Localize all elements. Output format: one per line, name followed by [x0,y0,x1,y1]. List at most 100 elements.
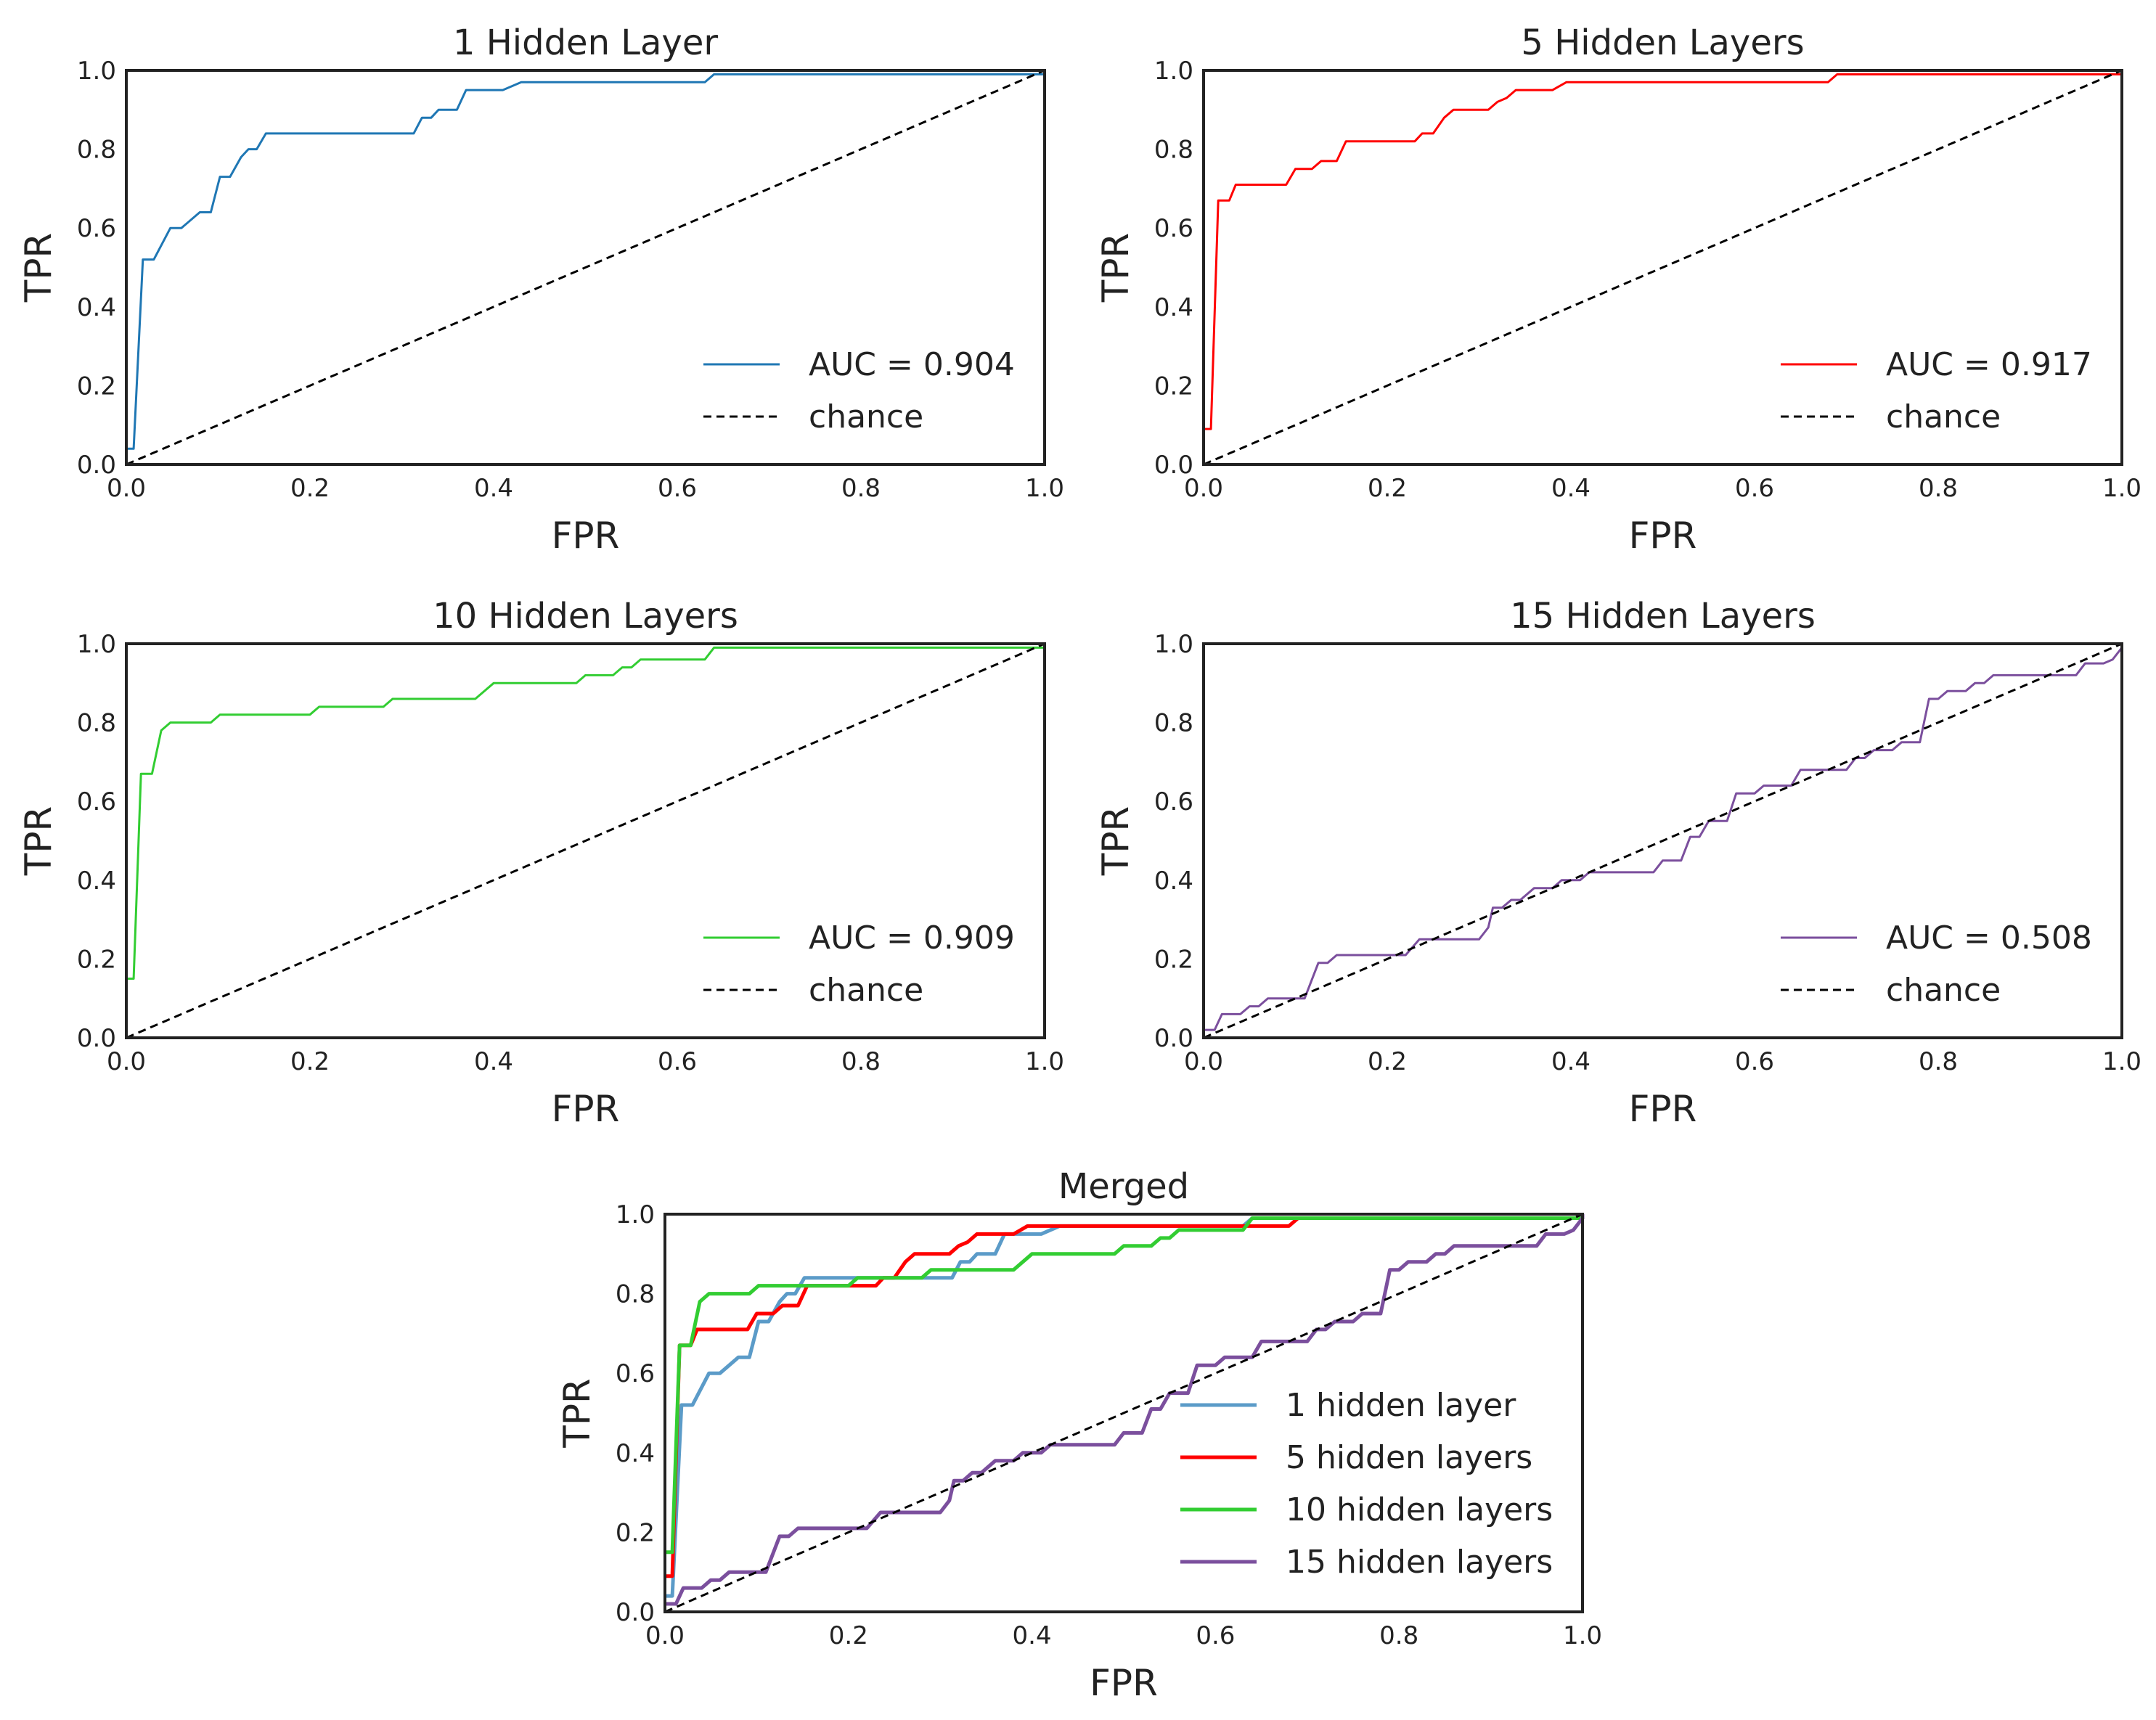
y-tick-label: 0.8 [77,709,116,738]
y-tick-label: 1.0 [1154,630,1193,659]
y-tick-label: 0.8 [1154,709,1193,738]
y-tick-label: 0.4 [616,1439,655,1468]
roc-series-line-0 [126,70,1046,450]
x-axis-label: FPR [1629,1088,1697,1130]
y-tick-label: 0.2 [77,372,116,401]
x-tick-label: 1.0 [2102,474,2141,503]
y-tick-label: 0.4 [77,293,116,322]
x-tick-label: 0.4 [1551,474,1591,503]
roc-series-line-0 [126,644,1046,980]
roc-series-line-0 [1204,70,2123,430]
x-tick-label: 0.6 [1735,474,1774,503]
y-tick-label: 0.6 [1154,787,1193,816]
chance-line [126,642,1045,1039]
y-tick-label: 0.6 [1154,214,1193,243]
chance-line [1203,69,2123,466]
y-tick-label: 1.0 [77,630,116,659]
x-tick-label: 0.6 [1196,1621,1235,1650]
x-tick-label: 0.8 [1379,1621,1418,1650]
legend-label: 5 hidden layers [1286,1439,1532,1476]
legend: AUC = 0.909 chance [703,920,1015,1009]
y-axis-label: TPR [17,233,60,303]
x-tick-label: 0.4 [474,474,513,503]
chart-title: Merged [1058,1166,1189,1207]
y-tick-label: 0.8 [616,1280,655,1309]
chart-title: 5 Hidden Layers [1521,22,1804,63]
y-tick-label: 1.0 [1154,57,1193,86]
x-tick-label: 1.0 [2102,1047,2141,1076]
x-tick-label: 0.8 [1919,474,1958,503]
x-tick-label: 0.8 [841,1047,881,1076]
x-tick-label: 0.2 [1368,1047,1407,1076]
legend-label: chance [1886,972,2001,1009]
legend: 1 hidden layer 5 hidden layers 10 hidden l… [1180,1387,1553,1581]
x-axis-label: FPR [552,515,620,557]
x-tick-label: 1.0 [1025,474,1064,503]
x-tick-label: 0.4 [1551,1047,1591,1076]
legend-label: AUC = 0.917 [1886,346,2092,383]
legend-label: chance [809,972,923,1009]
x-tick-label: 0.2 [829,1621,868,1650]
y-tick-label: 0.4 [1154,867,1193,896]
roc-series-line-0 [1204,644,2123,1031]
legend: AUC = 0.917 chance [1781,346,2092,435]
y-tick-label: 0.2 [1154,945,1193,974]
chance-line [664,1213,1583,1613]
x-tick-label: 0.8 [1919,1047,1958,1076]
plot-frame [1202,642,2123,1039]
x-axis-label: FPR [552,1088,620,1130]
x-tick-label: 0.0 [1184,1047,1223,1076]
legend: AUC = 0.904 chance [703,346,1015,435]
x-tick-label: 0.6 [1735,1047,1774,1076]
roc-series-line-3 [665,1214,1585,1606]
x-axis-label: FPR [1090,1662,1158,1704]
chart-panel-3: 0.0 0.2 0.4 0.6 0.8 1.0 0.0 0.2 0.4 0.6 0.8 1.0 15 H… [1095,596,2141,1130]
plot-frame [125,69,1046,466]
legend-label: chance [1886,398,2001,435]
y-tick-label: 0.0 [1154,451,1193,480]
chart-panel-0: 0.0 0.2 0.4 0.6 0.8 1.0 0.0 0.2 0.4 0.6 0.8 1.0 1 Hi… [17,22,1064,557]
chance-line [126,69,1045,466]
x-tick-label: 0.0 [645,1621,685,1650]
x-tick-label: 0.4 [1013,1621,1052,1650]
y-tick-label: 0.8 [1154,136,1193,165]
y-tick-label: 0.0 [1154,1024,1193,1053]
plot-frame [1202,69,2123,466]
chart-panel-2: 0.0 0.2 0.4 0.6 0.8 1.0 0.0 0.2 0.4 0.6 0.8 1.0 10 H… [17,596,1064,1130]
y-tick-label: 0.0 [77,1024,116,1053]
y-tick-label: 0.6 [616,1359,655,1388]
y-tick-label: 0.4 [77,867,116,896]
x-tick-label: 0.4 [474,1047,513,1076]
legend-label: AUC = 0.909 [809,920,1015,957]
y-axis-label: TPR [1095,233,1137,303]
x-tick-label: 0.0 [107,474,146,503]
plot-frame [663,1213,1584,1613]
x-tick-label: 0.6 [658,1047,697,1076]
x-tick-label: 0.0 [1184,474,1223,503]
legend-label: AUC = 0.904 [809,346,1015,383]
legend: AUC = 0.508 chance [1781,920,2092,1009]
y-axis-label: TPR [1095,806,1137,876]
legend-label: chance [809,398,923,435]
y-tick-label: 1.0 [616,1200,655,1229]
plot-frame [125,642,1046,1039]
y-tick-label: 0.0 [616,1598,655,1627]
chart-title: 15 Hidden Layers [1510,596,1816,636]
legend-label: 10 hidden layers [1286,1491,1553,1528]
x-tick-label: 0.2 [1368,474,1407,503]
y-tick-label: 0.2 [77,945,116,974]
y-tick-label: 0.6 [77,787,116,816]
chance-line [1203,642,2123,1039]
x-tick-label: 0.6 [658,474,697,503]
roc-series-line-2 [665,1214,1585,1555]
legend-label: AUC = 0.508 [1886,920,2092,957]
chart-panel-1: 0.0 0.2 0.4 0.6 0.8 1.0 0.0 0.2 0.4 0.6 0.8 1.0 5 Hi… [1095,22,2141,557]
y-axis-label: TPR [17,806,60,876]
legend-label: 15 hidden layers [1286,1544,1553,1581]
chart-title: 10 Hidden Layers [433,596,738,636]
y-tick-label: 0.0 [77,451,116,480]
y-tick-label: 1.0 [77,57,116,86]
x-tick-label: 0.2 [290,474,330,503]
chart-title: 1 Hidden Layer [453,22,718,63]
chart-panel-4: 0.0 0.2 0.4 0.6 0.8 1.0 0.0 0.2 0.4 0.6 0.8 1.0 Merg… [556,1166,1602,1704]
